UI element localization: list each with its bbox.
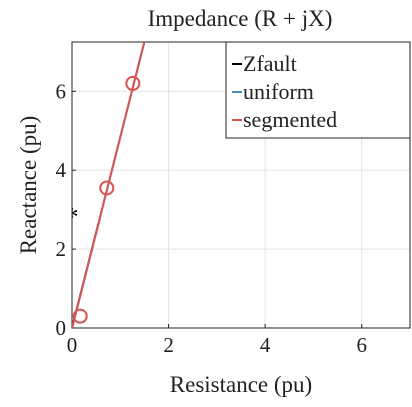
x-tick-label: 4 [260, 333, 271, 357]
x-axis-label: Resistance (pu) [170, 372, 312, 397]
plot-area: * [66, 42, 146, 328]
legend-label: segmented [243, 107, 337, 132]
x-tick-label: 6 [356, 333, 367, 357]
y-axis-label: Reactance (pu) [16, 116, 41, 255]
circle-marker [72, 308, 88, 324]
legend-box [225, 41, 411, 139]
legend-label: Zfault [243, 51, 297, 76]
chart-title: Impedance (R + jX) [148, 6, 333, 31]
circle-marker [125, 75, 141, 91]
y-tick-label: 0 [56, 316, 67, 340]
y-tick-label: 6 [56, 79, 67, 103]
series-line [72, 42, 146, 328]
x-tick-label: 0 [67, 333, 78, 357]
y-tick-label: 4 [56, 158, 67, 182]
x-tick-label: 2 [163, 333, 174, 357]
y-tick-label: 2 [56, 237, 67, 261]
circle-marker [99, 180, 115, 196]
legend-label: uniform [243, 79, 314, 104]
star-marker: * [66, 203, 79, 232]
